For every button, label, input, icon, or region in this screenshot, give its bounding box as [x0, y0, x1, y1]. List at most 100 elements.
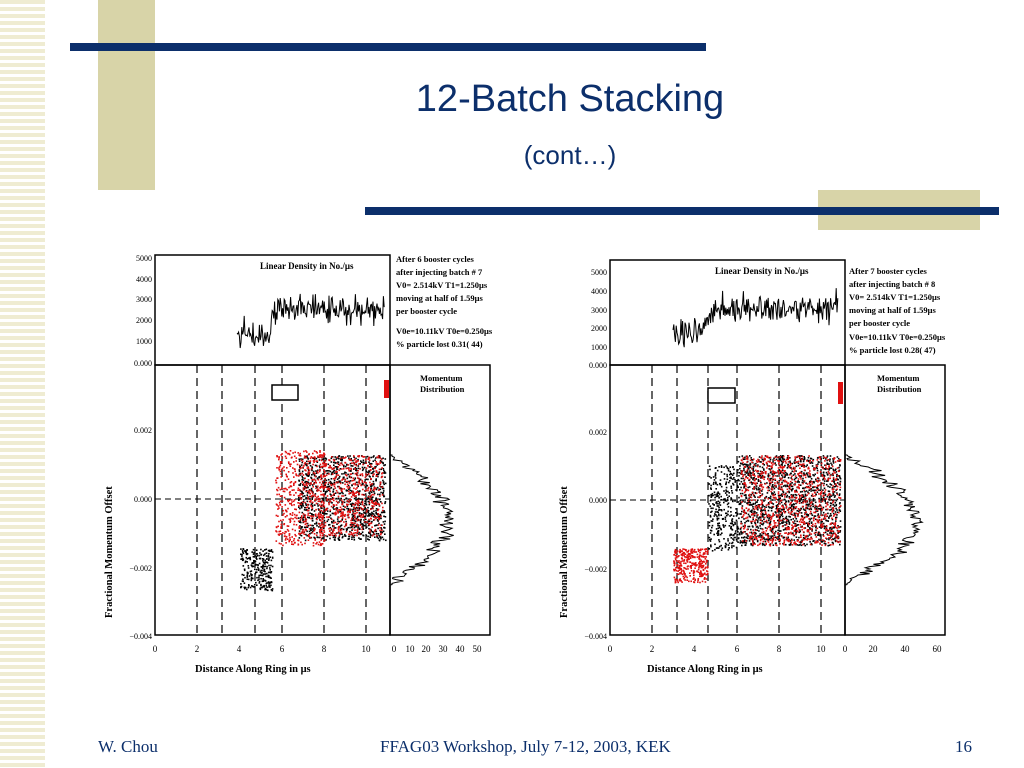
particle-dot — [794, 541, 796, 543]
particle-dot — [822, 484, 825, 487]
particles-black — [240, 455, 387, 592]
particle-dot — [822, 478, 824, 481]
particle-dot — [335, 471, 337, 473]
particle-dot — [776, 544, 778, 547]
particle-dot — [824, 491, 826, 493]
particle-dot — [804, 537, 806, 540]
particle-dot — [815, 479, 818, 482]
particle-dot — [281, 453, 283, 455]
particle-dot — [358, 463, 360, 465]
particle-dot — [815, 493, 817, 496]
particle-dot — [321, 529, 323, 531]
particle-dot — [357, 502, 359, 504]
particle-dot — [316, 532, 318, 534]
particle-dot — [319, 505, 322, 508]
particle-dot — [297, 487, 300, 490]
particle-dot — [780, 519, 783, 522]
particle-dot — [331, 521, 333, 523]
particle-dot — [716, 547, 719, 549]
particle-dot — [785, 480, 788, 483]
particle-dot — [306, 522, 309, 525]
particle-dot — [716, 511, 718, 513]
particle-dot — [297, 495, 300, 497]
particle-dot — [307, 516, 309, 519]
particle-dot — [816, 509, 819, 511]
particle-dot — [309, 501, 312, 503]
particle-dot — [348, 490, 350, 493]
particle-dot — [789, 480, 792, 483]
particle-dot — [804, 544, 806, 547]
particle-dot — [262, 560, 264, 562]
particle-dot — [254, 555, 256, 557]
particle-dot — [355, 517, 358, 520]
particle-dot — [709, 529, 712, 532]
particle-dot — [754, 499, 757, 501]
particle-dot — [725, 514, 728, 517]
particle-dot — [244, 576, 246, 579]
particle-dot — [306, 534, 308, 537]
particle-dot — [357, 477, 359, 479]
particle-dot — [310, 504, 312, 507]
particle-dot — [756, 529, 758, 532]
particle-dot — [241, 557, 243, 560]
particle-dot — [315, 460, 318, 462]
particle-dot — [832, 492, 834, 494]
particle-dot — [739, 492, 742, 495]
particle-dot — [287, 478, 290, 480]
particle-dot — [338, 534, 341, 537]
particle-dot — [289, 513, 292, 516]
particle-dot — [816, 520, 819, 523]
particle-dot — [340, 462, 342, 465]
particle-dot — [775, 498, 778, 500]
particle-dot — [320, 501, 323, 504]
particle-dot — [319, 450, 321, 452]
particle-dot — [824, 458, 827, 460]
particle-dot — [814, 495, 816, 497]
simulation-info: After 6 booster cycles after injecting b… — [396, 254, 493, 349]
particle-dot — [832, 476, 835, 479]
particle-dot — [837, 535, 839, 537]
particle-dot — [381, 467, 383, 469]
particle-dot — [278, 469, 280, 471]
particle-dot — [767, 476, 770, 478]
particle-dot — [808, 503, 810, 506]
particle-dot — [720, 495, 722, 498]
particle-dot — [801, 481, 804, 484]
particle-dot — [332, 536, 335, 539]
particle-dot — [767, 541, 770, 543]
particle-dot — [749, 466, 752, 469]
particle-dot — [756, 488, 758, 491]
particle-dot — [373, 530, 376, 532]
particle-dot — [778, 516, 781, 518]
particle-dot — [754, 512, 756, 515]
particle-dot — [809, 519, 811, 521]
particle-dot — [829, 474, 832, 477]
particle-dot — [838, 530, 841, 532]
particle-dot — [357, 506, 359, 509]
particle-dot — [269, 567, 271, 569]
particle-dot — [804, 535, 807, 537]
particle-dot — [715, 547, 718, 549]
particle-dot — [829, 532, 831, 534]
particle-dot — [308, 492, 310, 494]
particle-dot — [326, 508, 328, 510]
particle-dot — [329, 500, 332, 503]
particle-dot — [356, 523, 358, 526]
particle-dot — [299, 466, 301, 468]
particle-dot — [836, 456, 839, 458]
particle-dot — [380, 527, 382, 529]
particle-dot — [317, 479, 320, 481]
particle-dot — [732, 534, 734, 537]
particle-dot — [260, 584, 262, 587]
particle-dot — [333, 469, 336, 472]
particle-dot — [825, 529, 827, 532]
particle-dot — [306, 467, 309, 469]
particle-dot — [777, 522, 780, 525]
particle-dot — [258, 582, 261, 584]
particle-dot — [288, 462, 290, 464]
particle-dot — [822, 455, 825, 457]
particle-dot — [768, 538, 771, 541]
particle-dot — [331, 471, 333, 474]
particle-dot — [242, 565, 245, 567]
particle-dot — [319, 486, 321, 489]
